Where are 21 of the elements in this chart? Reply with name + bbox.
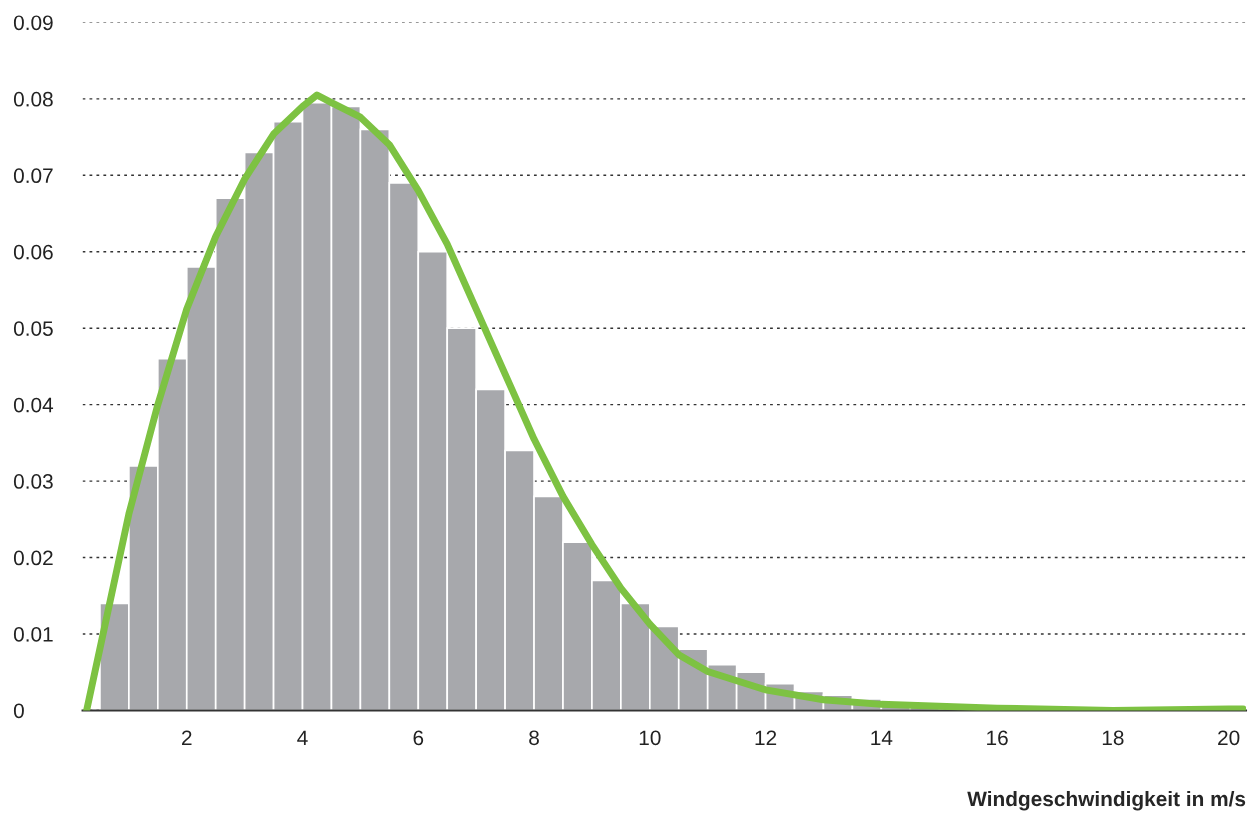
x-tick-label: 20	[1218, 730, 1240, 746]
x-tick-label: 18	[1102, 730, 1124, 746]
y-tick-label: 0.06	[13, 244, 53, 260]
x-tick-label: 2	[182, 730, 192, 745]
y-tick-label: 0	[13, 703, 24, 719]
x-tick-label: 10	[639, 730, 661, 746]
y-tick-label: 0.08	[13, 91, 53, 107]
y-tick-label: 0.01	[13, 627, 53, 642]
x-tick-label: 12	[755, 730, 777, 745]
x-axis-title: Windgeschwindigkeit in m/s	[967, 790, 1246, 811]
y-tick-label: 0.03	[13, 474, 53, 489]
x-tick-label: 6	[413, 730, 424, 746]
x-tick-label: 14	[871, 730, 893, 745]
y-tick-label: 0.04	[13, 397, 54, 413]
x-tick-label: 4	[297, 730, 308, 745]
y-tick-label: 0.09	[13, 15, 53, 31]
y-tick-label: 0.05	[13, 321, 53, 336]
y-tick-label: 0.02	[13, 550, 53, 566]
y-tick-label: 0.07	[13, 168, 53, 184]
x-tick-label: 16	[987, 730, 1008, 746]
x-tick-label: 8	[529, 730, 539, 746]
